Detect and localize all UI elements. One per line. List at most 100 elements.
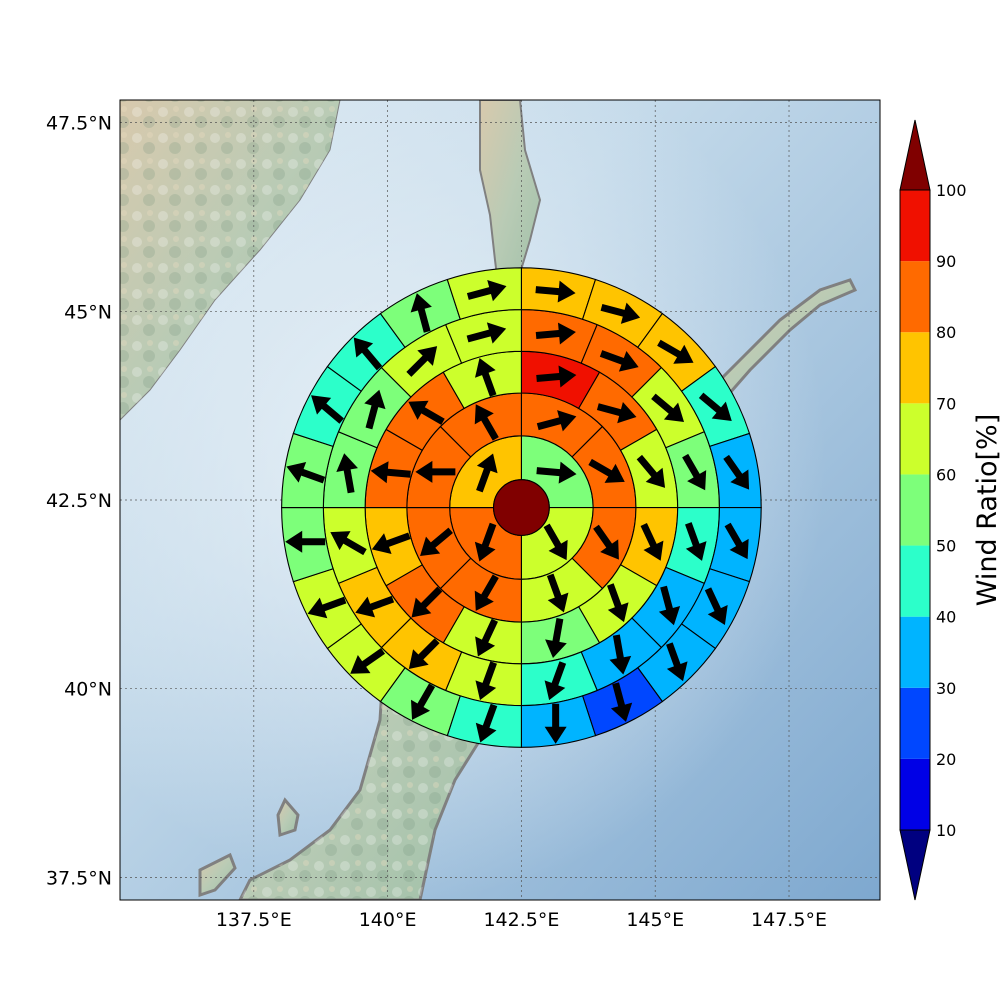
wind-arrow <box>545 618 567 659</box>
colorbar-tick-label: 100 <box>936 181 967 200</box>
wind-arrow <box>474 357 497 397</box>
x-tick-label: 145°E <box>626 909 684 931</box>
wind-arrow <box>682 453 707 491</box>
wind-arrow <box>475 661 497 701</box>
wind-arrow <box>411 586 443 618</box>
wind-arrow <box>406 346 438 377</box>
wind-arrow <box>658 585 681 626</box>
wind-arrow <box>666 642 688 682</box>
wind-arrow <box>536 410 577 432</box>
wind-arrow <box>311 395 344 424</box>
colorbar-tick-label: 10 <box>936 821 956 840</box>
wind-arrow <box>307 596 347 619</box>
wind-arrow <box>475 618 498 657</box>
wind-arrow <box>636 454 666 488</box>
colorbar-segment <box>900 474 930 546</box>
wind-arrow <box>723 454 750 490</box>
wind-arrow <box>536 365 577 388</box>
wind-arrow <box>336 453 358 494</box>
wind-arrow <box>724 522 749 560</box>
colorbar-segment <box>900 332 930 404</box>
wind-arrow <box>474 574 499 611</box>
x-tick-label: 137.5°E <box>216 909 292 931</box>
colorbar-tick-label: 90 <box>936 252 956 271</box>
colorbar-extend-low <box>899 829 931 901</box>
wind-arrow <box>535 322 576 345</box>
y-tick-label: 47.5°N <box>46 113 112 135</box>
wind-arrow <box>599 350 639 372</box>
x-tick-label: 140°E <box>359 909 417 931</box>
wind-arrow <box>600 302 641 324</box>
colorbar-tick-label: 60 <box>936 465 956 484</box>
wind-arrow <box>476 453 498 493</box>
wind-arrow <box>704 587 728 626</box>
wind-arrow <box>535 280 576 303</box>
y-tick-label: 42.5°N <box>46 490 112 512</box>
y-tick-label: 37.5°N <box>46 867 112 889</box>
wind-arrow <box>596 401 637 424</box>
wind-arrow <box>475 703 498 743</box>
wind-arrow <box>415 460 456 483</box>
colorbar-tick-label: 70 <box>936 394 956 413</box>
wind-arrow <box>466 279 507 302</box>
wind-arrow <box>698 392 732 422</box>
colorbar-segment <box>900 687 930 759</box>
center-disc <box>493 479 550 536</box>
wind-arrow <box>610 682 633 722</box>
wind-arrow <box>410 293 432 333</box>
wind-arrow <box>543 523 568 561</box>
wind-arrow <box>350 647 386 674</box>
land-mainland-asia-relief <box>120 100 340 420</box>
wind-arrow <box>408 638 440 669</box>
wind-arrow <box>420 527 453 557</box>
wind-direction-arrows <box>285 279 750 744</box>
wind-arrow <box>640 522 664 561</box>
wind-arrow <box>544 661 567 701</box>
y-tick-label: 45°N <box>64 301 112 323</box>
wind-arrow <box>536 461 577 484</box>
wind-arrow <box>355 595 395 618</box>
y-tick-label: 40°N <box>64 679 112 701</box>
wind-arrow <box>607 583 629 623</box>
colorbar-segment <box>900 403 930 475</box>
wind-arrow <box>353 337 383 371</box>
land-sado-island <box>198 852 237 898</box>
wind-arrow <box>330 531 367 556</box>
colorbar-extend-high <box>899 119 931 191</box>
wind-arrow <box>371 532 411 554</box>
wind-arrow <box>466 322 507 344</box>
wind-arrow <box>411 683 436 720</box>
land-kuril-islands <box>697 278 858 412</box>
wind-arrow <box>474 522 497 562</box>
wind-arrow <box>609 634 632 675</box>
wind-arrow <box>474 404 499 441</box>
colorbar-segment <box>900 616 930 688</box>
wind-arrow <box>546 573 569 613</box>
colorbar-tick-label: 80 <box>936 323 956 342</box>
wind-arrow <box>544 703 567 744</box>
colorbar-tick-label: 50 <box>936 537 956 556</box>
colorbar-frame <box>899 189 931 831</box>
wind-arrow <box>593 524 619 560</box>
wind-arrow <box>364 389 386 430</box>
colorbar-segment <box>900 758 930 830</box>
wind-arrow <box>285 530 326 553</box>
colorbar-tick-label: 20 <box>936 750 956 769</box>
land-noto-peninsula <box>276 797 300 838</box>
colorbar-segment <box>900 190 930 262</box>
wind-ratio-sectors <box>281 267 762 748</box>
wind-arrow <box>588 458 625 483</box>
axis-tick-labels: 137.5°E 140°E 142.5°E 145°E 147.5°E 37.5°N 40°… <box>46 113 827 931</box>
wind-arrow <box>286 461 326 484</box>
colorbar: 10 20 30 40 50 60 70 80 90 100 <box>899 119 967 901</box>
wind-arrow <box>408 400 445 425</box>
colorbar-tick-label: 40 <box>936 608 956 627</box>
colorbar-tick-label: 30 <box>936 679 956 698</box>
wind-arrow <box>657 339 694 364</box>
plot-frame <box>119 99 881 901</box>
x-tick-label: 142.5°E <box>483 909 559 931</box>
wind-arrow <box>651 393 685 422</box>
colorbar-segment <box>900 545 930 617</box>
wind-arrow <box>685 522 707 561</box>
